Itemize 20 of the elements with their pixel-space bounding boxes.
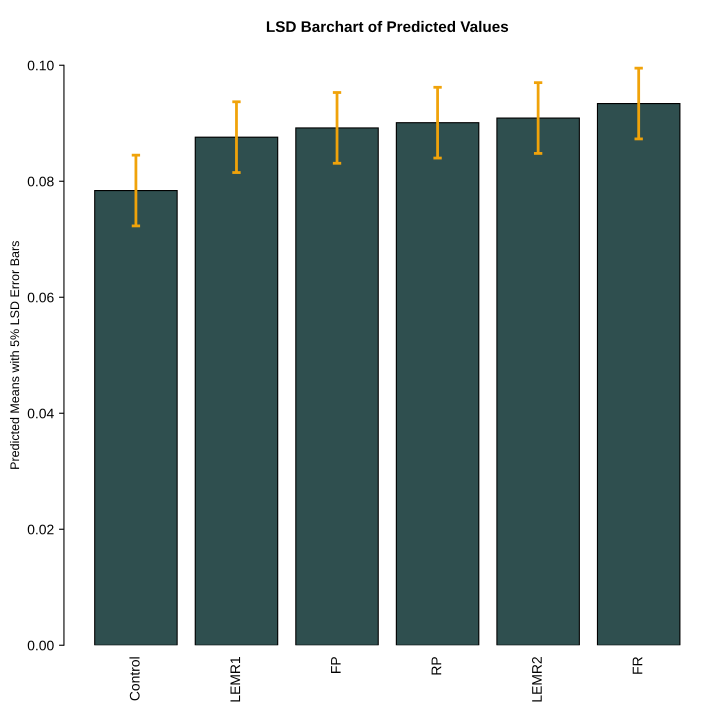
y-tick-label: 0.08 [28, 176, 54, 186]
y-axis-title: Predicted Means with 5% LSD Error Bars [10, 241, 20, 469]
x-tick-label: LEMR2 [532, 657, 542, 702]
y-tick-label: 0.10 [28, 60, 54, 70]
x-tick-label: FR [632, 657, 642, 674]
y-tick-label: 0.04 [28, 408, 54, 418]
x-tick-label: LEMR1 [230, 657, 240, 702]
y-tick-label: 0.06 [28, 292, 54, 302]
bar [94, 190, 178, 646]
y-tick-label: 0.02 [28, 524, 54, 534]
bar [496, 117, 580, 646]
x-tick-label: RP [432, 657, 442, 675]
bar [295, 127, 379, 646]
bar [396, 122, 480, 646]
bar [194, 136, 278, 646]
y-tick-label: 0.00 [28, 640, 54, 650]
bar [596, 102, 680, 646]
x-tick-label: Control [129, 657, 140, 700]
chart-title: LSD Barchart of Predicted Values [266, 20, 508, 32]
x-tick-label: FP [331, 657, 341, 673]
